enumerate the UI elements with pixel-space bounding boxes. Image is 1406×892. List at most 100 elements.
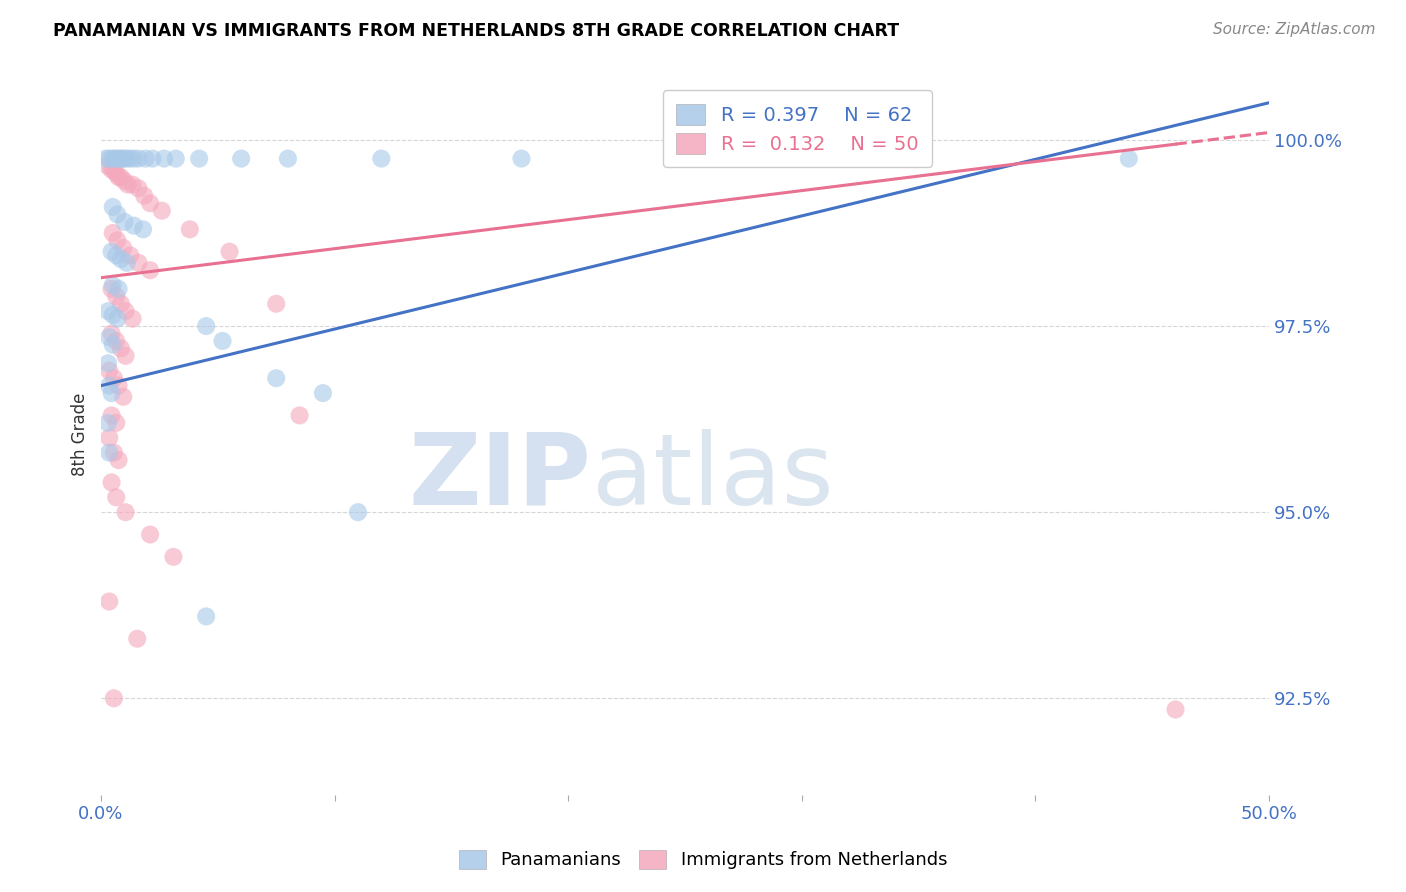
Point — [141, 152, 163, 166]
Point — [97, 416, 120, 430]
Point — [107, 453, 129, 467]
Point — [115, 152, 138, 166]
Point — [101, 278, 124, 293]
Point — [107, 170, 129, 185]
Legend: Panamanians, Immigrants from Netherlands: Panamanians, Immigrants from Netherlands — [450, 840, 956, 879]
Point — [105, 289, 128, 303]
Point — [105, 152, 128, 166]
Point — [134, 152, 156, 166]
Point — [100, 244, 122, 259]
Point — [1164, 702, 1187, 716]
Point — [112, 152, 135, 166]
Point — [105, 491, 128, 505]
Point — [98, 330, 121, 344]
Point — [127, 152, 149, 166]
Point — [114, 349, 136, 363]
Point — [100, 386, 122, 401]
Point — [188, 152, 211, 166]
Point — [100, 162, 122, 177]
Point — [98, 152, 121, 166]
Point — [127, 632, 149, 646]
Point — [139, 196, 162, 211]
Point — [312, 386, 335, 401]
Point — [101, 152, 124, 166]
Point — [112, 390, 135, 404]
Point — [127, 256, 149, 270]
Text: atlas: atlas — [592, 429, 834, 526]
Point — [101, 226, 124, 240]
Point — [112, 241, 135, 255]
Point — [673, 152, 696, 166]
Point — [370, 152, 392, 166]
Point — [132, 222, 155, 236]
Point — [105, 311, 128, 326]
Point — [98, 431, 121, 445]
Point — [195, 609, 218, 624]
Point — [101, 308, 124, 322]
Point — [98, 364, 121, 378]
Point — [120, 152, 142, 166]
Point — [115, 256, 138, 270]
Point — [150, 203, 173, 218]
Text: Source: ZipAtlas.com: Source: ZipAtlas.com — [1212, 22, 1375, 37]
Point — [105, 234, 128, 248]
Point — [97, 356, 120, 370]
Point — [98, 378, 121, 392]
Point — [97, 304, 120, 318]
Point — [103, 371, 125, 385]
Point — [103, 162, 125, 177]
Point — [120, 248, 142, 262]
Point — [105, 207, 128, 221]
Point — [139, 527, 162, 541]
Point — [179, 222, 201, 236]
Point — [231, 152, 253, 166]
Point — [110, 170, 132, 185]
Point — [127, 181, 149, 195]
Point — [104, 152, 127, 166]
Point — [288, 409, 311, 423]
Point — [112, 215, 135, 229]
Point — [218, 244, 240, 259]
Point — [195, 319, 218, 334]
Point — [103, 691, 125, 706]
Point — [110, 342, 132, 356]
Point — [107, 378, 129, 392]
Point — [211, 334, 233, 348]
Point — [139, 263, 162, 277]
Point — [121, 311, 143, 326]
Text: ZIP: ZIP — [409, 429, 592, 526]
Point — [105, 166, 128, 180]
Point — [121, 178, 143, 192]
Point — [105, 334, 128, 348]
Legend: R = 0.397    N = 62, R =  0.132    N = 50: R = 0.397 N = 62, R = 0.132 N = 50 — [662, 90, 932, 168]
Point — [110, 297, 132, 311]
Point — [101, 337, 124, 351]
Y-axis label: 8th Grade: 8th Grade — [72, 392, 89, 475]
Point — [122, 219, 145, 233]
Point — [110, 252, 132, 266]
Point — [114, 304, 136, 318]
Point — [165, 152, 187, 166]
Point — [97, 159, 120, 173]
Text: PANAMANIAN VS IMMIGRANTS FROM NETHERLANDS 8TH GRADE CORRELATION CHART: PANAMANIAN VS IMMIGRANTS FROM NETHERLAND… — [53, 22, 900, 40]
Point — [105, 416, 128, 430]
Point — [277, 152, 299, 166]
Point — [1118, 152, 1140, 166]
Point — [134, 189, 156, 203]
Point — [153, 152, 176, 166]
Point — [347, 505, 370, 519]
Point — [100, 282, 122, 296]
Point — [112, 174, 135, 188]
Point — [108, 152, 131, 166]
Point — [117, 178, 139, 192]
Point — [103, 445, 125, 459]
Point — [107, 282, 129, 296]
Point — [162, 549, 184, 564]
Point — [100, 409, 122, 423]
Point — [105, 248, 128, 262]
Point — [100, 326, 122, 341]
Point — [100, 475, 122, 490]
Point — [114, 505, 136, 519]
Point — [122, 152, 145, 166]
Point — [98, 445, 121, 459]
